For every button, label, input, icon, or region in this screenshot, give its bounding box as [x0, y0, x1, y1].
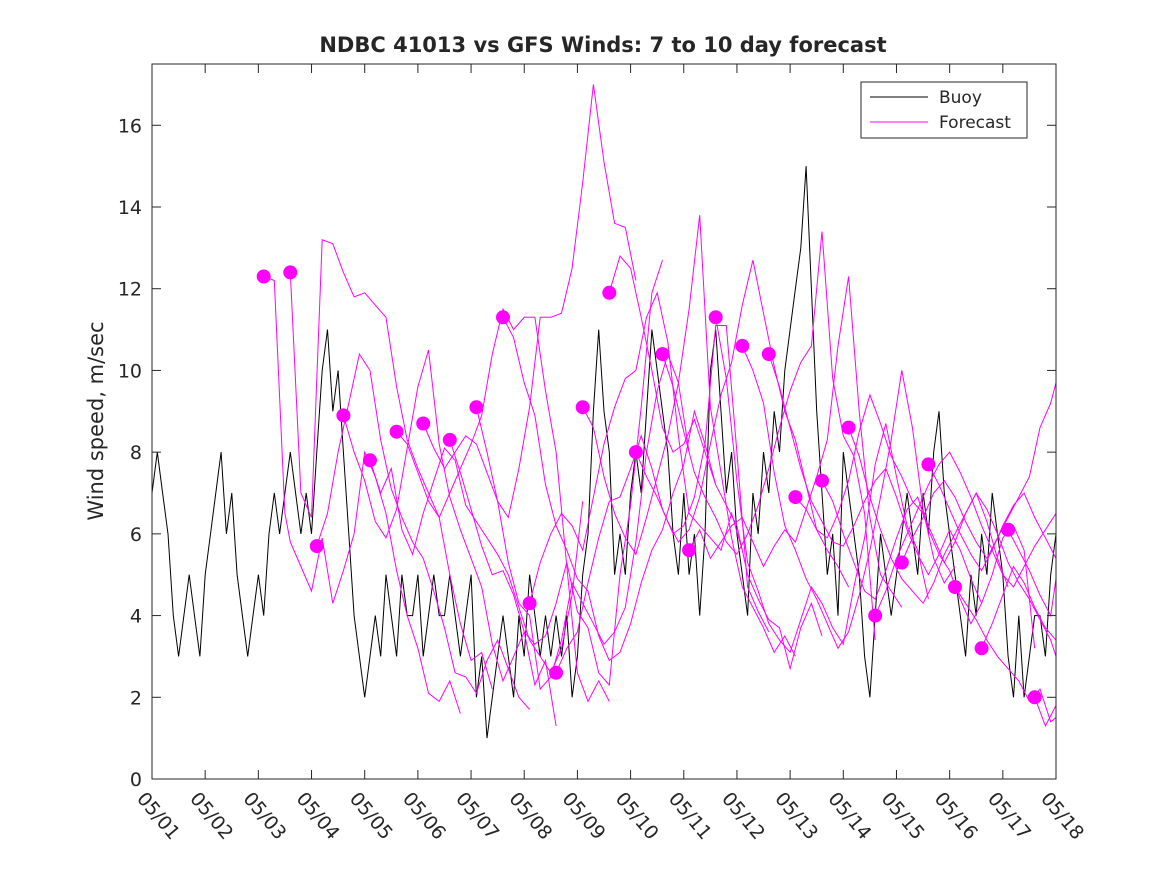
- forecast-line-13: [608, 254, 823, 671]
- forecast-marker: [735, 338, 750, 353]
- forecast-marker: [921, 457, 936, 472]
- forecast-marker: [894, 555, 909, 570]
- forecast-line-10: [529, 291, 743, 604]
- forecast-line-14: [635, 259, 850, 588]
- forecast-line-9: [502, 317, 717, 662]
- forecast-marker: [389, 424, 404, 439]
- forecast-marker: [628, 445, 643, 460]
- forecast-line-2: [316, 352, 530, 710]
- forecast-marker: [336, 408, 351, 423]
- buoy-series: [152, 166, 1056, 739]
- x-tick-label: 05/15: [877, 788, 929, 844]
- forecast-line-18: [741, 345, 956, 650]
- chart-title: NDBC 41013 vs GFS Winds: 7 to 10 day for…: [319, 33, 886, 57]
- forecast-marker: [363, 453, 377, 468]
- legend: Buoy Forecast: [860, 81, 1028, 139]
- forecast-series-group: [263, 84, 1056, 728]
- forecast-marker: [602, 285, 617, 300]
- x-tick-label: 05/11: [664, 788, 716, 844]
- forecast-line-8: [475, 352, 690, 691]
- forecast-marker: [496, 310, 510, 325]
- forecast-line-5: [396, 307, 610, 703]
- forecast-marker: [761, 347, 776, 362]
- forecast-line-27: [981, 565, 1056, 649]
- forecast-marker: [1001, 522, 1016, 537]
- forecast-marker: [841, 420, 856, 435]
- forecast-marker: [283, 265, 298, 280]
- y-axis-label: Wind speed, m/sec: [84, 321, 108, 520]
- y-tick-label: 8: [130, 442, 142, 464]
- x-tick-label: 05/10: [611, 788, 663, 844]
- forecast-line-4: [369, 447, 584, 674]
- x-axis: 05/01 05/02 05/03 05/04 05/05 05/06 05/07 05/08…: [132, 64, 1088, 844]
- x-tick-label: 05/04: [292, 788, 344, 844]
- x-tick-label: 05/14: [823, 788, 875, 844]
- plot-area-frame: [151, 63, 1057, 780]
- forecast-marker: [974, 641, 989, 656]
- forecast-marker: [948, 580, 962, 594]
- forecast-marker: [416, 416, 431, 431]
- forecast-line-11: [555, 325, 770, 674]
- forecast-marker: [469, 400, 484, 415]
- forecast-line-6: [422, 84, 637, 519]
- y-tick-label: 6: [130, 524, 142, 546]
- forecast-line-12: [582, 215, 796, 657]
- forecast-marker: [575, 400, 590, 415]
- x-tick-label: 05/05: [345, 788, 397, 844]
- legend-forecast-label: Forecast: [939, 113, 1011, 133]
- y-axis: 0 2 4 6 8 10 12 14 16: [118, 115, 1056, 791]
- forecast-marker: [309, 539, 324, 554]
- x-tick-label: 05/18: [1036, 788, 1088, 844]
- x-tick-label: 05/03: [239, 788, 291, 844]
- y-tick-label: 10: [118, 360, 142, 382]
- x-tick-label: 05/17: [983, 788, 1035, 844]
- forecast-line-28: [1007, 529, 1056, 618]
- forecast-marker: [1027, 690, 1042, 705]
- legend-buoy-label: Buoy: [939, 88, 982, 108]
- forecast-marker: [655, 347, 670, 362]
- forecast-line-19: [768, 353, 983, 604]
- forecast-line-29: [1034, 697, 1056, 728]
- forecast-marker: [708, 310, 723, 325]
- legend-box: [860, 81, 1028, 139]
- x-tick-label: 05/06: [398, 788, 450, 844]
- forecast-line-25: [927, 464, 1056, 572]
- forecast-marker: [442, 432, 457, 447]
- y-tick-label: 16: [118, 115, 142, 137]
- forecast-line-0: [263, 276, 461, 714]
- y-tick-label: 4: [130, 606, 142, 628]
- x-tick-label: 05/12: [717, 788, 769, 844]
- forecast-line-26: [954, 586, 1056, 723]
- x-tick-label: 05/08: [504, 788, 556, 844]
- y-tick-label: 12: [118, 279, 142, 301]
- forecast-marker: [522, 596, 537, 611]
- x-tick-label: 05/02: [185, 788, 237, 844]
- buoy-line: [152, 166, 1056, 739]
- forecast-line-1: [289, 238, 493, 690]
- forecast-marker: [815, 473, 829, 488]
- forecast-line-22: [848, 427, 1056, 657]
- forecast-line-15: [662, 231, 876, 641]
- x-tick-label: 05/13: [770, 788, 822, 844]
- x-tick-label: 05/07: [451, 788, 503, 844]
- x-tick-label: 05/09: [558, 788, 610, 844]
- y-tick-label: 14: [118, 197, 142, 219]
- forecast-line-3: [342, 349, 557, 726]
- x-tick-label: 05/01: [132, 788, 184, 844]
- forecast-marker: [549, 665, 564, 680]
- forecast-marker: [788, 490, 803, 505]
- x-tick-label: 05/16: [930, 788, 982, 844]
- forecast-markers: [256, 265, 1042, 705]
- forecast-marker: [868, 608, 883, 623]
- y-tick-label: 0: [130, 769, 142, 791]
- forecast-line-7: [449, 259, 663, 687]
- y-tick-label: 2: [130, 687, 142, 709]
- forecast-line-21: [821, 480, 1036, 649]
- forecast-line-24: [901, 382, 1056, 563]
- forecast-marker: [682, 543, 697, 558]
- forecast-marker: [256, 269, 271, 284]
